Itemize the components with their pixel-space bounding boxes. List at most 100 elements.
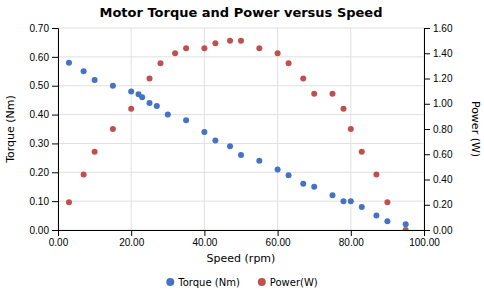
tick-label: 0.60 bbox=[433, 149, 453, 160]
tick-mark bbox=[424, 53, 430, 54]
legend-label: Torque (Nm) bbox=[177, 277, 240, 288]
tick-label: 60.00 bbox=[266, 237, 291, 248]
legend-marker bbox=[166, 278, 174, 286]
point bbox=[128, 106, 134, 112]
tick-label: 0.80 bbox=[433, 124, 453, 135]
point bbox=[238, 38, 244, 44]
point bbox=[256, 45, 262, 51]
point bbox=[384, 199, 390, 205]
tick-label: 0.70 bbox=[30, 23, 50, 34]
point bbox=[311, 91, 317, 97]
x-axis: 0.0020.0040.0060.0080.00100.00 bbox=[49, 230, 440, 248]
title: Motor Torque and Power versus Speed bbox=[100, 5, 383, 20]
tick: 80.00 bbox=[339, 230, 364, 248]
tick-label: 0.20 bbox=[433, 199, 453, 210]
point bbox=[348, 198, 354, 204]
x-axis-title: Speed (rpm) bbox=[207, 252, 276, 265]
point bbox=[403, 227, 409, 230]
y-axis: 0.00 0.10 0.20 0.30 0.40 0.50 0.60 0.70 bbox=[30, 23, 59, 236]
legend-label: Power(W) bbox=[270, 277, 318, 288]
point bbox=[183, 117, 189, 123]
series bbox=[66, 38, 409, 230]
tick: 0.60 bbox=[30, 52, 58, 63]
point bbox=[373, 171, 379, 177]
point bbox=[154, 103, 160, 109]
tick-label: 0.00 bbox=[433, 225, 453, 236]
legend-item: Torque (Nm) bbox=[166, 277, 240, 288]
tick-mark bbox=[424, 129, 430, 130]
tick: 0.40 bbox=[30, 109, 58, 120]
point bbox=[165, 112, 171, 118]
point bbox=[330, 192, 336, 198]
tick-mark bbox=[424, 79, 430, 80]
tick-label: 0.00 bbox=[30, 225, 50, 236]
tick-mark bbox=[424, 230, 430, 231]
tick: 1.00 bbox=[424, 98, 453, 109]
point bbox=[201, 129, 207, 135]
tick-label: 1.00 bbox=[433, 98, 453, 109]
grid-line-x bbox=[277, 28, 278, 230]
axis-domain bbox=[52, 29, 59, 231]
tick-mark bbox=[131, 230, 132, 236]
tick: 60.00 bbox=[266, 230, 291, 248]
tick-mark bbox=[351, 230, 352, 236]
tick-label: 80.00 bbox=[339, 237, 364, 248]
tick-mark bbox=[424, 28, 430, 29]
tick-mark bbox=[52, 28, 58, 29]
point bbox=[212, 40, 218, 46]
point bbox=[66, 60, 72, 66]
tick-label: 0.50 bbox=[30, 80, 50, 91]
point bbox=[311, 184, 317, 190]
series bbox=[66, 60, 409, 228]
point bbox=[330, 91, 336, 97]
tick-mark bbox=[52, 230, 58, 231]
point bbox=[66, 199, 72, 205]
point bbox=[286, 60, 292, 66]
point bbox=[92, 77, 98, 83]
point bbox=[128, 88, 134, 94]
point bbox=[227, 38, 233, 44]
point bbox=[359, 204, 365, 210]
point bbox=[373, 213, 379, 219]
legend: Torque (Nm) Power(W) bbox=[166, 277, 318, 288]
point bbox=[340, 198, 346, 204]
point bbox=[300, 181, 306, 187]
point bbox=[110, 83, 116, 89]
point bbox=[256, 158, 262, 164]
tick: 1.40 bbox=[424, 48, 453, 59]
tick-mark bbox=[424, 154, 430, 155]
point bbox=[275, 50, 281, 56]
tick: 1.60 bbox=[424, 23, 453, 34]
point bbox=[147, 100, 153, 106]
tick-mark bbox=[424, 180, 430, 181]
grid-line-y bbox=[58, 172, 424, 173]
tick: 0.10 bbox=[30, 196, 58, 207]
point bbox=[340, 106, 346, 112]
tick: 0.30 bbox=[30, 138, 58, 149]
plot-area bbox=[66, 38, 409, 230]
point bbox=[147, 76, 153, 82]
legend-marker bbox=[258, 278, 266, 286]
grid-line-x bbox=[131, 28, 132, 230]
chart: 0.0020.0040.0060.0080.00100.000.000.100.… bbox=[0, 0, 484, 292]
tick-mark bbox=[278, 230, 279, 236]
axis-domain bbox=[425, 29, 431, 231]
point bbox=[81, 68, 87, 74]
tick: 0.50 bbox=[30, 80, 58, 91]
point bbox=[238, 152, 244, 158]
tick-mark bbox=[52, 201, 58, 202]
y-axis-title: Torque (Nm) bbox=[4, 95, 17, 164]
tick: 0.60 bbox=[424, 149, 453, 160]
point bbox=[183, 45, 189, 51]
tick: 0.00 bbox=[49, 230, 69, 248]
tick: 0.00 bbox=[424, 225, 453, 236]
tick-mark bbox=[204, 230, 205, 236]
y2-axis-title: Power (W) bbox=[469, 101, 482, 157]
tick-label: 1.60 bbox=[433, 23, 453, 34]
point bbox=[300, 76, 306, 82]
point bbox=[157, 60, 163, 66]
tick-mark bbox=[52, 57, 58, 58]
point bbox=[227, 143, 233, 149]
tick: 0.20 bbox=[30, 167, 58, 178]
tick: 0.00 bbox=[30, 225, 58, 236]
